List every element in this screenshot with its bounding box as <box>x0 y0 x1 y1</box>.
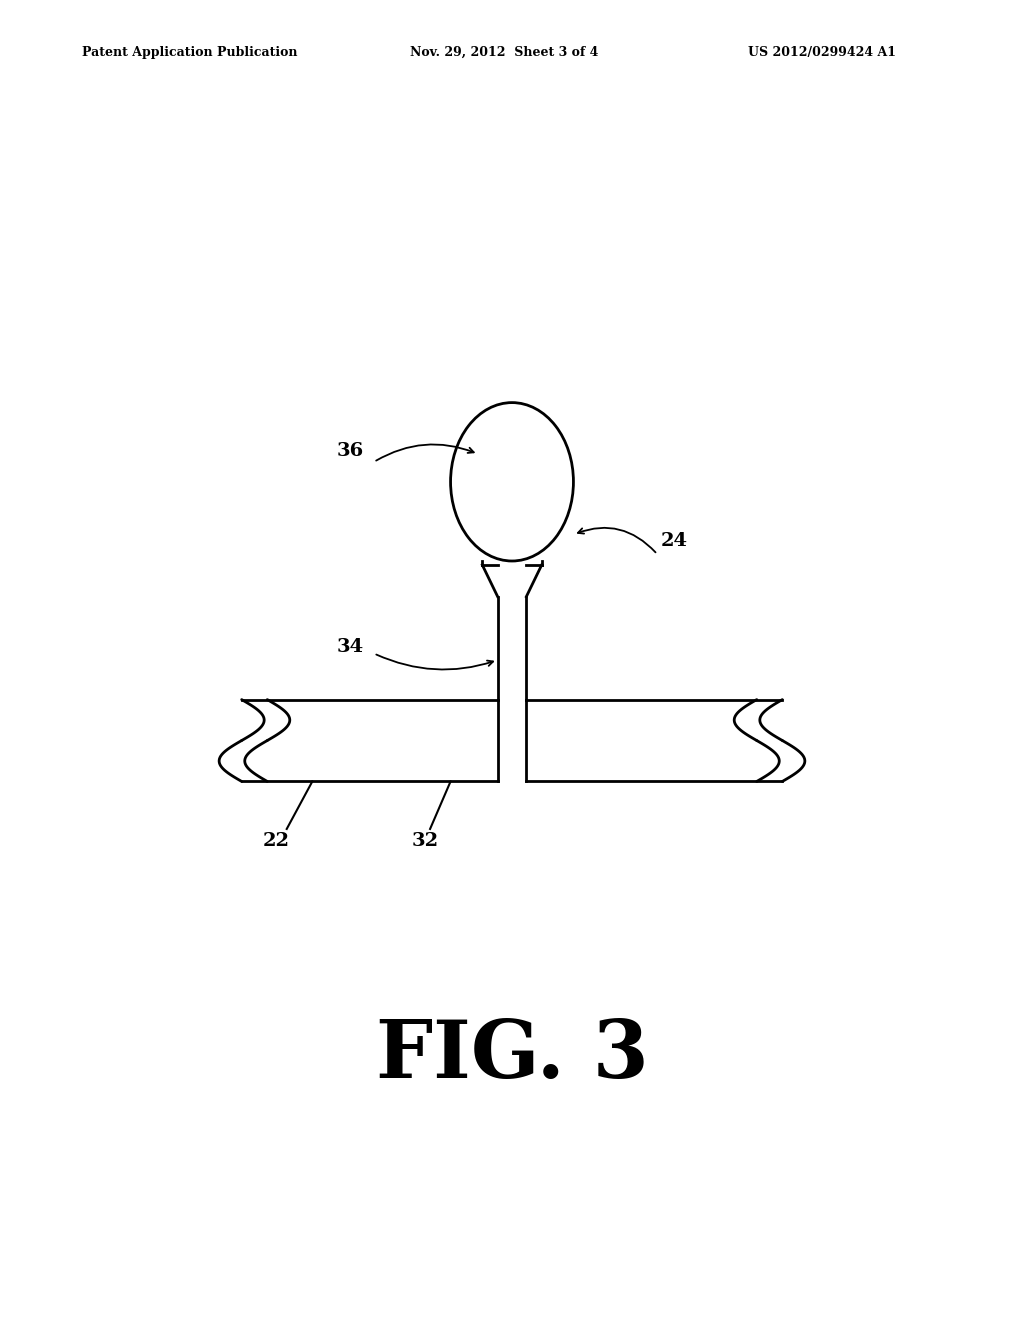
Text: Nov. 29, 2012  Sheet 3 of 4: Nov. 29, 2012 Sheet 3 of 4 <box>410 46 598 59</box>
Text: 24: 24 <box>660 532 687 550</box>
Text: Patent Application Publication: Patent Application Publication <box>82 46 297 59</box>
Text: 36: 36 <box>336 442 364 461</box>
Text: 22: 22 <box>263 832 290 850</box>
Text: FIG. 3: FIG. 3 <box>376 1016 648 1096</box>
Text: US 2012/0299424 A1: US 2012/0299424 A1 <box>748 46 896 59</box>
Text: 34: 34 <box>337 638 364 656</box>
Text: 32: 32 <box>412 832 438 850</box>
